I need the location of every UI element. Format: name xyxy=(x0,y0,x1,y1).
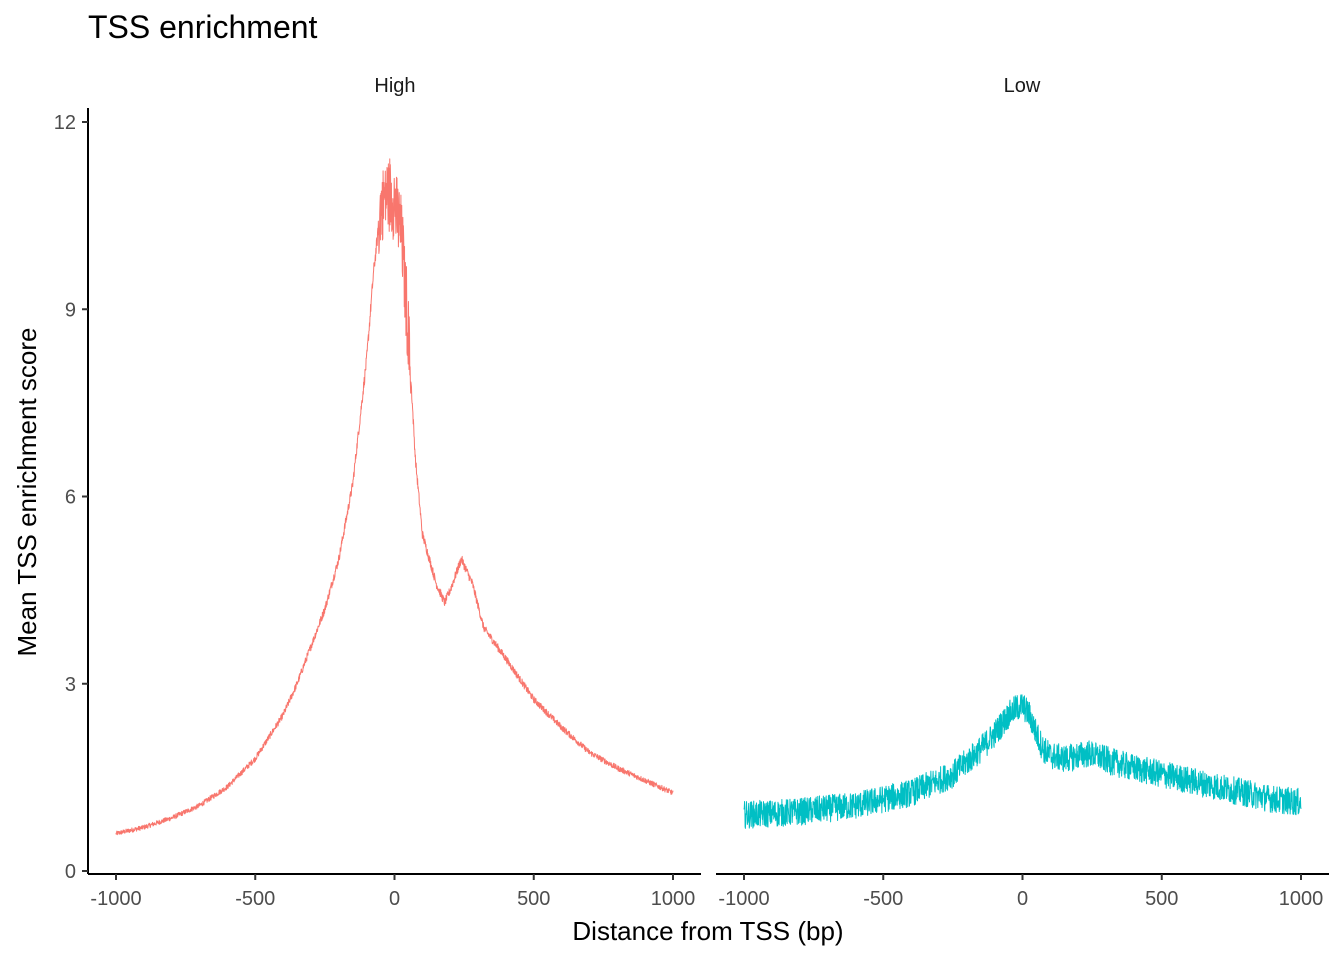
x-tick-label: 500 xyxy=(517,888,550,910)
x-tick-label: -500 xyxy=(863,888,903,910)
x-axis-title: Distance from TSS (bp) xyxy=(572,916,843,946)
series-high xyxy=(115,158,674,836)
series-low xyxy=(743,694,1302,829)
y-axis: 0 3 6 9 12 xyxy=(54,108,89,883)
y-tick-label: 3 xyxy=(65,674,76,696)
chart-title: TSS enrichment xyxy=(88,9,318,45)
strip-label-low: Low xyxy=(1004,75,1041,97)
y-tick-label: 0 xyxy=(65,861,76,883)
x-tick-label: -1000 xyxy=(718,888,769,910)
y-axis-title: Mean TSS enrichment score xyxy=(12,328,42,657)
x-tick-label: 500 xyxy=(1145,888,1178,910)
series-line-low xyxy=(743,694,1302,829)
x-axis-high: -1000 -500 0 500 1000 xyxy=(88,873,701,910)
series-line-high xyxy=(115,158,674,836)
x-axis-low: -1000 -500 0 500 1000 xyxy=(716,873,1329,910)
x-tick-label: -1000 xyxy=(90,888,141,910)
x-tick-label: 1000 xyxy=(1279,888,1324,910)
x-tick-label: 1000 xyxy=(651,888,696,910)
panel-low: Low -1000 -500 0 500 1000 xyxy=(716,75,1329,910)
y-tick-label: 12 xyxy=(54,112,76,134)
strip-label-high: High xyxy=(374,75,415,97)
x-tick-label: 0 xyxy=(389,888,400,910)
y-tick-label: 6 xyxy=(65,487,76,509)
panel-high: High -1000 -500 0 500 1000 xyxy=(88,75,701,910)
x-tick-label: -500 xyxy=(235,888,275,910)
x-tick-label: 0 xyxy=(1017,888,1028,910)
y-tick-label: 9 xyxy=(65,299,76,321)
